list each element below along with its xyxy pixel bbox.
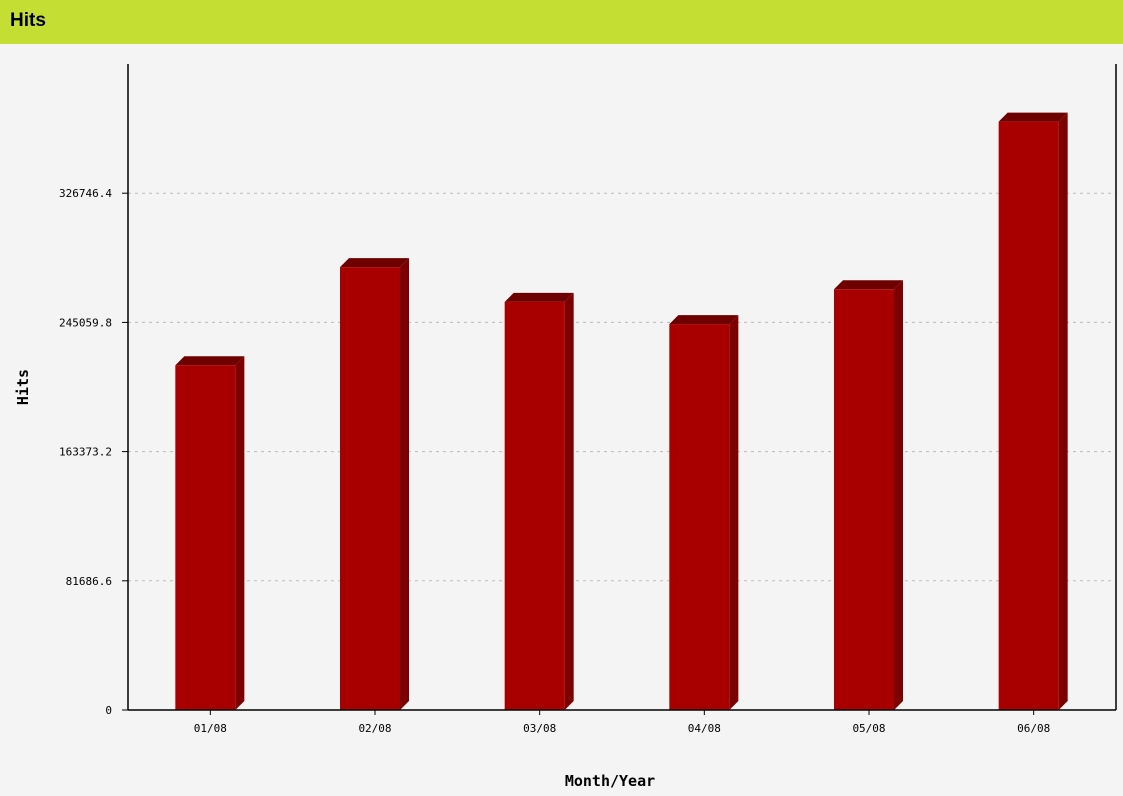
bar-top [669,315,739,325]
grid-lines [128,192,1116,582]
bar [504,292,574,710]
chart-header: Hits [0,0,1123,44]
header-title: Hits [10,10,46,31]
bar-top [175,356,245,366]
bar-side [235,356,245,710]
bar-top [504,292,574,302]
bar-front [834,289,894,710]
bar-front [669,324,730,710]
x-tick-labels: 01/08 02/08 03/08 04/08 05/08 06/08 [194,710,1050,735]
bar-side [564,292,574,710]
bar [998,112,1068,710]
bar-front [340,267,400,710]
bar-side [1058,112,1068,710]
y-tick-label: 163373.2 [59,446,112,459]
x-tick-label: 06/08 [1017,722,1050,735]
bar-side [894,280,903,710]
x-tick-label: 01/08 [194,722,227,735]
x-tick-label: 05/08 [852,722,885,735]
x-tick-label: 04/08 [688,722,721,735]
x-tick-label: 02/08 [358,722,391,735]
bar-front [504,301,565,710]
y-axis-title: Hits [14,369,32,405]
bar-front [998,121,1059,710]
y-tick-labels: 0 81686.6 163373.2 245059.8 326746.4 [59,187,128,717]
bar-side [400,258,409,710]
bar-top [340,258,409,268]
bar-side [729,315,739,710]
bars [175,112,1068,710]
y-tick-label: 0 [105,704,112,717]
bar [340,258,409,710]
bar [669,315,739,710]
x-tick-label: 03/08 [523,722,556,735]
y-tick-label: 81686.6 [66,575,112,588]
bar [834,280,903,710]
bar-top [834,280,903,290]
y-tick-label: 245059.8 [59,316,112,329]
bar [175,356,245,710]
x-axis-title: Month/Year [565,772,655,790]
y-tick-label: 326746.4 [59,187,112,200]
hits-bar-chart: 0 81686.6 163373.2 245059.8 326746.4 01/08 02… [14,64,1117,790]
bar-top [998,112,1068,122]
bar-front [175,365,236,710]
